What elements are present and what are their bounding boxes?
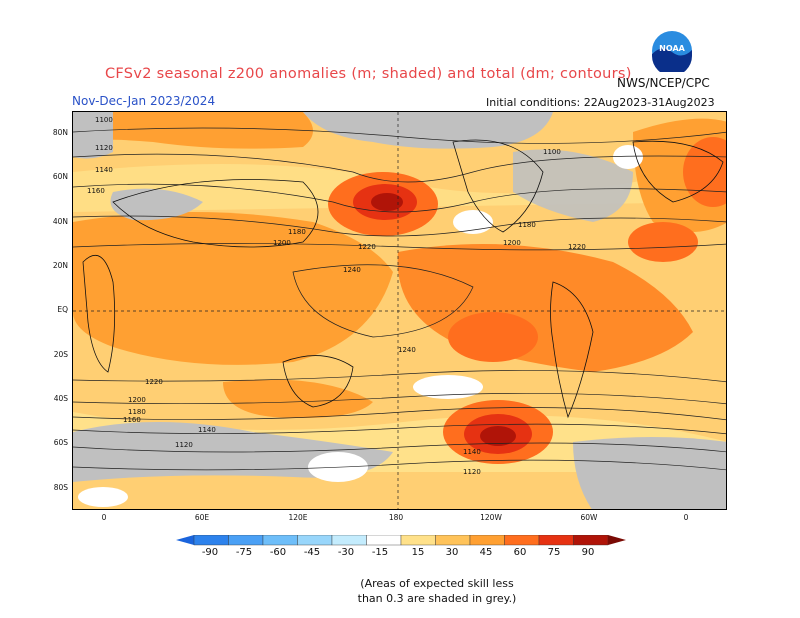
contour-label: 1100: [95, 116, 113, 124]
contour-label: 1120: [175, 441, 193, 449]
contour-label: 1180: [128, 408, 146, 416]
skill-note: (Areas of expected skill less than 0.3 a…: [348, 576, 526, 606]
colorbar-swatch: [176, 535, 194, 545]
contour-label: 1180: [518, 221, 536, 229]
colorbar-tick-label: 15: [411, 547, 425, 558]
contour-label: 1220: [145, 378, 163, 386]
colorbar-swatch: [608, 535, 626, 545]
contour-label: 1200: [503, 239, 521, 247]
initial-conditions: Initial conditions: 22Aug2023-31Aug2023: [486, 96, 715, 109]
lon-label: 180: [388, 513, 404, 522]
chart-title: CFSv2 seasonal z200 anomalies (m; shaded…: [105, 66, 632, 82]
colorbar-tick-label: 30: [445, 547, 459, 558]
colorbar-tick-label: 45: [479, 547, 493, 558]
lat-label: 40N: [52, 217, 68, 226]
skill-note-line: than 0.3 are shaded in grey.): [357, 592, 517, 605]
colorbar-swatch: [538, 534, 574, 546]
contour-label: 1140: [95, 166, 113, 174]
colorbar-swatch: [435, 534, 471, 546]
forecast-period: Nov-Dec-Jan 2023/2024: [72, 94, 216, 108]
lat-label: 40S: [53, 394, 68, 403]
colorbar-swatch: [193, 534, 229, 546]
contour-label: 1180: [288, 228, 306, 236]
colorbar-swatch: [297, 534, 333, 546]
contour-label: 1120: [463, 468, 481, 476]
lat-label: 60S: [53, 438, 68, 447]
lat-label: EQ: [57, 305, 68, 314]
colorbar-tick-label: 60: [513, 547, 527, 558]
lat-label: 20S: [53, 350, 68, 359]
skill-note-line: (Areas of expected skill less: [360, 577, 514, 590]
colorbar-swatch: [504, 534, 540, 546]
contour-label: 1200: [273, 239, 291, 247]
colorbar-tick-label: -75: [235, 547, 253, 558]
lat-label: 60N: [52, 172, 68, 181]
contour-label: 1120: [95, 144, 113, 152]
noaa-logo: NOAA: [651, 30, 693, 76]
contour-label: 1160: [123, 416, 141, 424]
colorbar-swatch: [331, 534, 367, 546]
lon-label: 60E: [194, 513, 210, 522]
lat-label: 80N: [52, 128, 68, 137]
colorbar-tick-label: -15: [371, 547, 389, 558]
anomaly-map: 1100 1120 1140 1160 1180 1200 1220 1240 …: [72, 111, 727, 510]
colorbar-swatch: [262, 534, 298, 546]
colorbar-swatch: [573, 534, 609, 546]
lat-label: 80S: [53, 483, 68, 492]
colorbar-tick-label: -60: [269, 547, 287, 558]
contour-label: 1140: [463, 448, 481, 456]
colorbar-tick-label: -45: [303, 547, 321, 558]
lon-label: 120E: [288, 513, 308, 522]
colorbar-tick-label: -30: [337, 547, 355, 558]
colorbar-tick-label: 90: [581, 547, 595, 558]
lon-label: 60W: [580, 513, 598, 522]
lon-label: 120W: [480, 513, 502, 522]
lon-label: 0: [683, 513, 689, 522]
contour-label: 1160: [87, 187, 105, 195]
noaa-logo-text: NOAA: [659, 44, 685, 53]
contour-label: 1220: [568, 243, 586, 251]
contour-label: 1240: [343, 266, 361, 274]
contour-label: 1200: [128, 396, 146, 404]
colorbar-swatch: [366, 534, 402, 546]
contour-label: 1100: [543, 148, 561, 156]
contour-label: 1140: [198, 426, 216, 434]
colorbar: [176, 534, 626, 553]
map-svg: 1100 1120 1140 1160 1180 1200 1220 1240 …: [73, 112, 726, 509]
colorbar-swatch: [228, 534, 264, 546]
colorbar-tick-label: 75: [547, 547, 561, 558]
contour-label: 1220: [358, 243, 376, 251]
org-label: NWS/NCEP/CPC: [617, 76, 710, 90]
colorbar-swatch: [469, 534, 505, 546]
colorbar-tick-label: -90: [201, 547, 219, 558]
colorbar-svg: [176, 534, 626, 546]
contour-label: 1240: [398, 346, 416, 354]
colorbar-swatch: [400, 534, 436, 546]
lat-label: 20N: [52, 261, 68, 270]
lon-label: 0: [101, 513, 107, 522]
